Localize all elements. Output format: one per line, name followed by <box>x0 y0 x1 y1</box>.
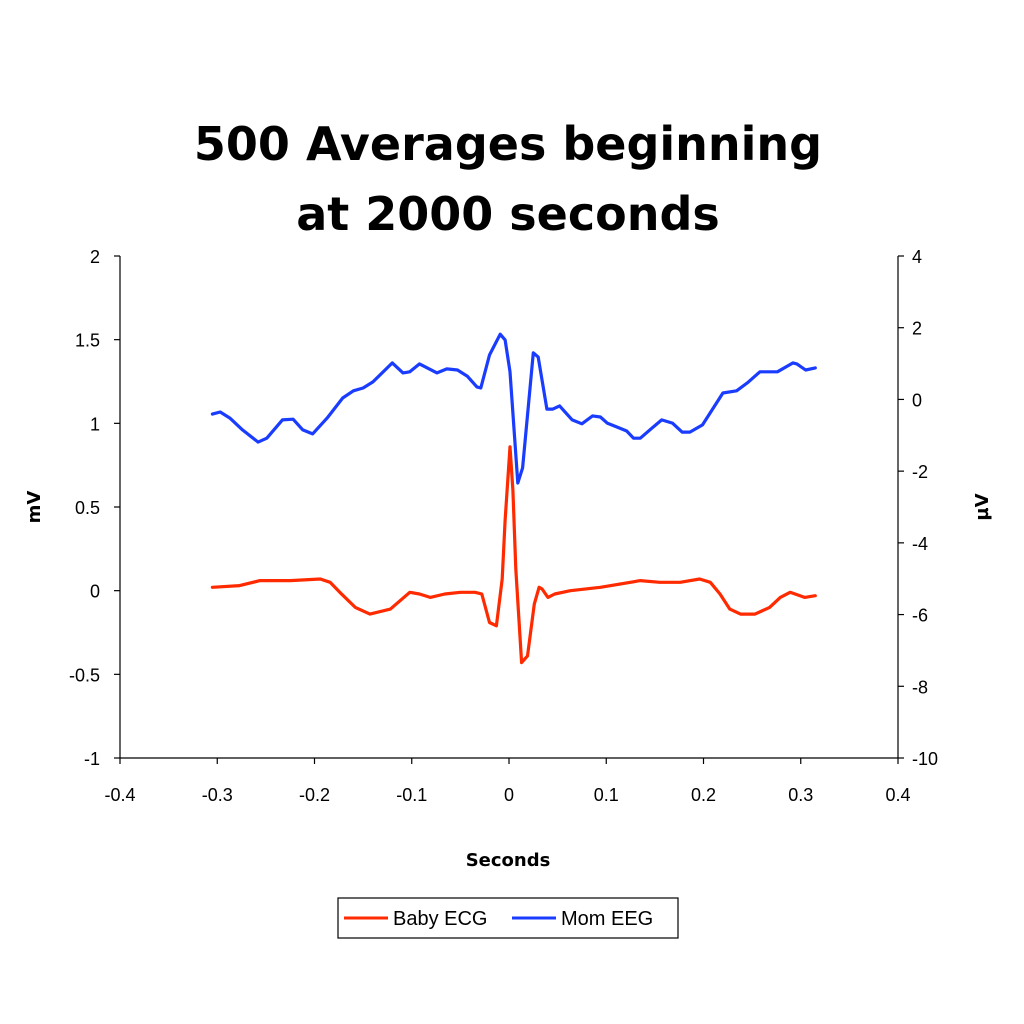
legend-box <box>337 897 679 939</box>
y-tick-label: 2 <box>90 247 100 267</box>
y2-axis-label: µV <box>972 493 993 520</box>
x-tick-label: 0 <box>504 785 514 805</box>
legend-label-mom-eeg: Mom EEG <box>561 908 653 930</box>
y-tick-label: 1.5 <box>75 331 100 351</box>
x-tick-label: 0.3 <box>788 785 813 805</box>
x-tick-label: -0.4 <box>104 785 135 805</box>
y2-tick-label: -10 <box>912 749 938 769</box>
x-tick-label: -0.3 <box>202 785 233 805</box>
y2-tick-label: 4 <box>912 247 922 267</box>
x-tick-label: -0.1 <box>396 785 427 805</box>
series-line-mom-eeg <box>210 332 817 485</box>
y-tick-label: -0.5 <box>69 665 100 685</box>
y-tick-label: 1 <box>90 414 100 434</box>
legend-label-baby-ecg: Baby ECG <box>393 908 487 930</box>
axes: -0.4 -0.3 -0.2 -0.1 0 0.1 0.2 0.3 0.4 -1 -0.5 0 0.5 1… <box>69 247 938 805</box>
x-tick-label: 0.1 <box>594 785 619 805</box>
y2-tick-label: -6 <box>912 606 928 626</box>
y2-tick-label: -8 <box>912 677 928 697</box>
chart-title-line-2: at 2000 seconds <box>296 187 720 241</box>
legend: Baby ECG Mom EEG <box>337 897 679 939</box>
y-axis-label: mV <box>24 491 45 524</box>
x-axis-label: Seconds <box>466 850 551 871</box>
series-lines <box>210 332 817 665</box>
x-tick-label: 0.4 <box>885 785 910 805</box>
y-tick-label: 0 <box>90 582 100 602</box>
y2-tick-label: -2 <box>912 462 928 482</box>
y-tick-label: 0.5 <box>75 498 100 518</box>
x-tick-label: -0.2 <box>299 785 330 805</box>
x-tick-label: 0.2 <box>691 785 716 805</box>
chart-title-line-1: 500 Averages beginning <box>194 117 822 171</box>
y2-tick-label: 2 <box>912 319 922 339</box>
y2-tick-label: 0 <box>912 390 922 410</box>
y-tick-label: -1 <box>84 749 100 769</box>
series-line-baby-ecg <box>210 445 817 665</box>
y2-tick-label: -4 <box>912 534 928 554</box>
